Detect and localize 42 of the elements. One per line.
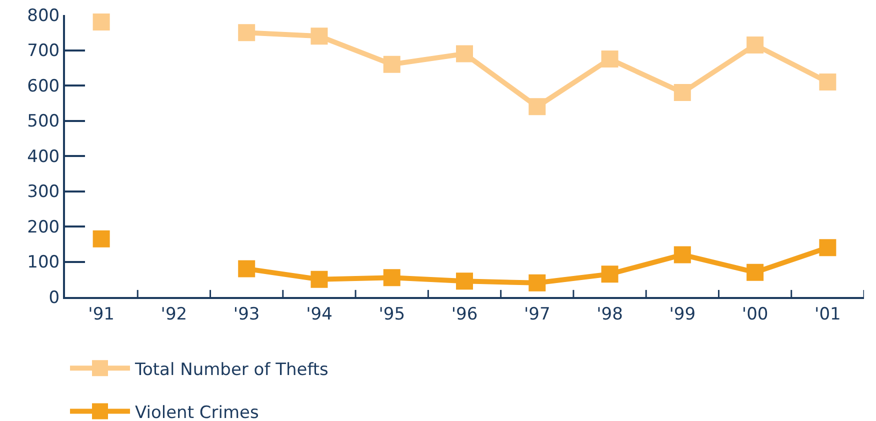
y-tick-label: 600 (27, 76, 60, 96)
point (383, 269, 400, 286)
point (310, 270, 328, 288)
y-tick-label: 200 (27, 217, 60, 238)
point (746, 264, 764, 281)
point (601, 266, 618, 283)
y-tick-label: 500 (27, 112, 60, 132)
point (674, 246, 691, 264)
point (456, 45, 473, 62)
point (383, 56, 400, 73)
point (819, 73, 836, 90)
y-tick-label: 700 (27, 41, 60, 62)
point (819, 239, 836, 256)
x-tick-label: '98 (596, 304, 623, 324)
x-tick-label: '92 (160, 304, 188, 324)
legend-label: Total Number of Thefts (134, 360, 329, 380)
point (528, 98, 546, 116)
x-tick-label: '97 (524, 304, 550, 324)
y-tick-label: 800 (27, 6, 60, 26)
x-tick-label: '93 (233, 304, 260, 324)
point (92, 14, 110, 31)
point (238, 260, 256, 278)
point (528, 274, 546, 292)
point (92, 230, 110, 248)
point (310, 28, 328, 45)
y-tick-label: 0 (48, 288, 60, 308)
y-tick-label: 400 (27, 146, 60, 167)
x-tick-label: '94 (306, 304, 332, 324)
y-tick-label: 100 (27, 252, 60, 273)
x-tick-label: '91 (88, 304, 114, 324)
x-tick-label: '00 (742, 304, 768, 324)
point (238, 24, 256, 42)
legend-label: Violent Crimes (135, 402, 260, 421)
x-tick-label: '99 (669, 304, 696, 324)
point (601, 50, 618, 68)
point (674, 84, 691, 102)
point (456, 272, 473, 290)
x-tick-label: '95 (378, 304, 406, 324)
x-tick-label: '01 (814, 304, 841, 324)
x-tick-label: '96 (451, 304, 478, 324)
point (746, 36, 764, 54)
y-tick-label: 300 (27, 182, 60, 202)
